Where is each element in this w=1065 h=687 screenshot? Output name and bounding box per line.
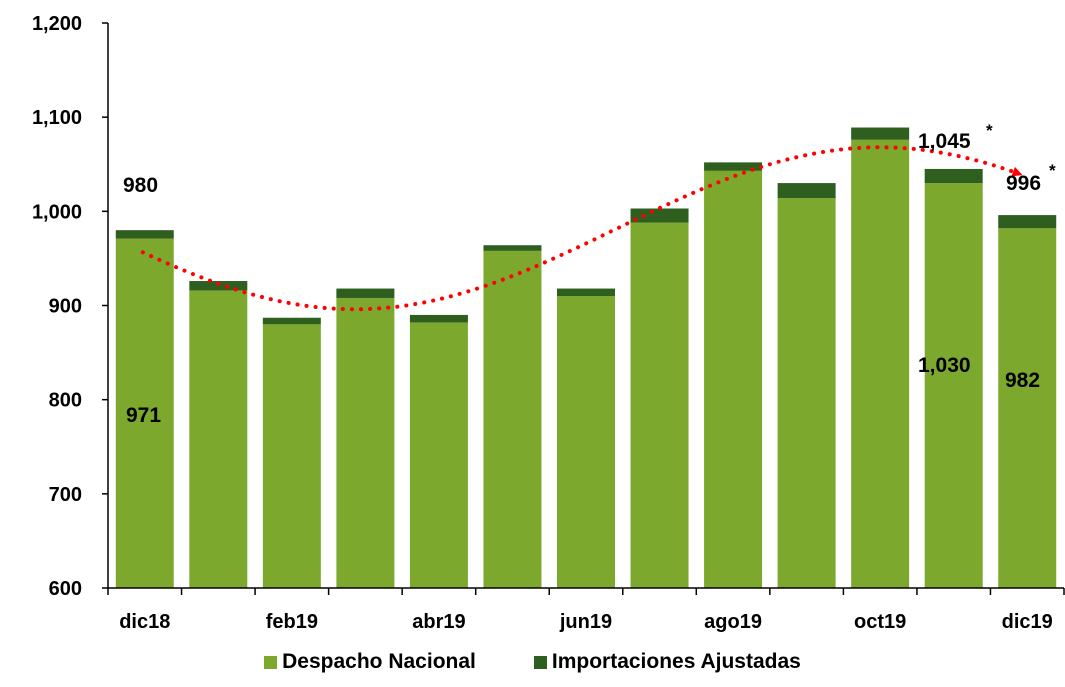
x-tick-label-feb19: feb19	[266, 611, 318, 633]
annotations: 980 971 1,045 * 996 * 1,030 982	[123, 121, 1056, 427]
annotation-1030: 1,030	[918, 354, 971, 377]
legend-label-despacho: Despacho Nacional	[282, 650, 476, 673]
bar-importaciones-nov19	[924, 168, 983, 184]
y-axis: 600 700 800 900 1,000 1,100 1,200	[32, 13, 109, 600]
bar-importaciones-mar19	[336, 288, 395, 298]
bar-despacho-may19	[483, 250, 542, 588]
bar-importaciones-ene19	[189, 281, 248, 291]
bar-despacho-nov19	[924, 183, 983, 589]
legend-item-importaciones: Importaciones Ajustadas	[533, 650, 801, 674]
x-tick-label-abr19: abr19	[412, 611, 465, 633]
legend-swatch-importaciones	[533, 655, 547, 669]
annotation-996-star: *	[1049, 161, 1056, 180]
bar-despacho-jul19	[630, 222, 689, 588]
bar-despacho-feb19	[262, 324, 321, 588]
bar-importaciones-jul19	[630, 208, 689, 223]
legend-item-despacho: Despacho Nacional	[264, 650, 476, 674]
bar-importaciones-abr19	[409, 314, 468, 323]
y-tick-label: 600	[49, 578, 82, 600]
legend-swatch-despacho	[264, 655, 278, 669]
annotation-1045: 1,045	[918, 130, 971, 153]
x-tick-label-oct19: oct19	[854, 611, 906, 633]
trend-line-path	[140, 145, 1023, 312]
x-axis: dic18 feb19 abr19 jun19 ago19 oct19 dic19	[107, 587, 1065, 633]
bar-importaciones-sep19	[777, 183, 836, 199]
bar-importaciones-dic19	[998, 215, 1057, 229]
legend-label-importaciones: Importaciones Ajustadas	[551, 650, 801, 673]
annotation-971: 971	[126, 404, 161, 427]
bar-despacho-jun19	[557, 296, 615, 588]
chart: 600 700 800 900 1,000 1,100 1,200 dic18 feb19 ab…	[32, 13, 1065, 633]
legend: Despacho Nacional Importaciones Ajustada…	[0, 650, 1065, 674]
x-tick-label-ago19: ago19	[704, 611, 762, 633]
y-tick-label: 900	[49, 296, 82, 318]
x-tick-label-jun19: jun19	[559, 611, 612, 633]
bar-importaciones-oct19	[851, 127, 910, 140]
y-tick-label: 1,000	[32, 201, 82, 223]
bar-importaciones-may19	[483, 245, 542, 251]
bar-despacho-sep19	[777, 198, 836, 588]
bar-importaciones-ago19	[704, 162, 763, 171]
bar-despacho-abr19	[409, 322, 468, 588]
y-tick-label: 1,100	[32, 107, 82, 129]
bar-despacho-dic19	[998, 228, 1057, 589]
bar-despacho-dic18	[115, 238, 174, 588]
bar-importaciones-feb19	[262, 317, 321, 325]
bar-despacho-ene19	[189, 290, 248, 588]
annotation-996: 996	[1006, 172, 1041, 195]
annotation-982: 982	[1005, 369, 1040, 392]
bar-despacho-oct19	[851, 139, 910, 588]
x-tick-label-dic19: dic19	[1002, 611, 1053, 633]
bar-despacho-ago19	[704, 170, 763, 588]
bars	[115, 127, 1057, 589]
y-tick-label: 1,200	[32, 13, 82, 35]
y-tick-label: 700	[49, 484, 82, 506]
bar-despacho-mar19	[336, 297, 395, 588]
annotation-980: 980	[123, 174, 158, 197]
x-tick-label-dic18: dic18	[119, 611, 170, 633]
annotation-1045-star: *	[986, 121, 993, 140]
bar-importaciones-jun19	[557, 288, 615, 297]
trend-line	[140, 145, 1023, 312]
bar-importaciones-dic18	[115, 230, 174, 239]
y-tick-label: 800	[49, 390, 82, 412]
